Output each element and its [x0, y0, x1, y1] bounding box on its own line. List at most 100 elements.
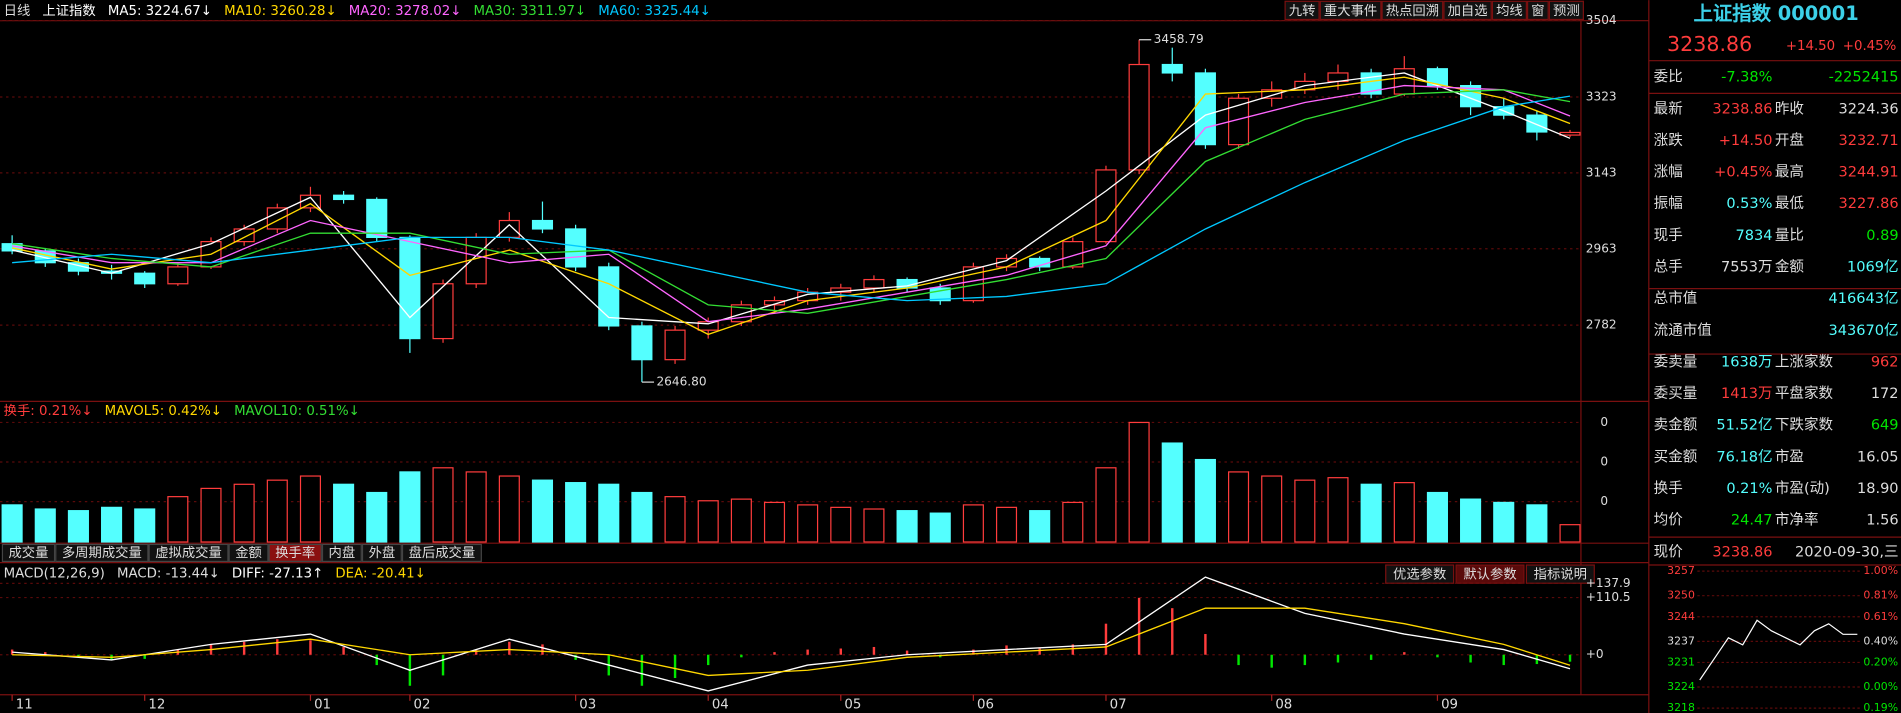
- toolbar-button[interactable]: [1443, 0, 1492, 21]
- panel-cell: 1638万: [1721, 354, 1773, 370]
- panel-cell: 涨幅: [1654, 164, 1683, 181]
- volume-bar: [498, 475, 520, 543]
- toolbar-button[interactable]: [1526, 0, 1549, 21]
- tab-label[interactable]: 成交量: [8, 544, 48, 561]
- volume-bar: [101, 506, 123, 543]
- toolbar-button[interactable]: [1491, 0, 1527, 21]
- toolbar-button-label[interactable]: 重大事件: [1324, 3, 1377, 19]
- panel-cell: 172: [1871, 386, 1899, 402]
- tab-label[interactable]: 金额: [235, 545, 262, 561]
- panel-cell: 3244.91: [1838, 165, 1898, 181]
- toolbar-button-label[interactable]: 热点回溯: [1386, 3, 1439, 19]
- volume-bar: [896, 510, 918, 543]
- panel-cell: 最新: [1654, 100, 1683, 117]
- toolbar-button-label[interactable]: 均线: [1496, 3, 1523, 19]
- candle-body: [1559, 131, 1581, 136]
- panel-cell: 3227.86: [1838, 196, 1898, 212]
- candle-body: [432, 283, 454, 340]
- y-tick-label: 2782: [1586, 318, 1617, 332]
- candle-body: [565, 228, 587, 268]
- toolbar-button[interactable]: [1284, 0, 1320, 21]
- legend-item: MA5: 3224.67↓: [108, 4, 212, 19]
- legend-item: MA10: 3260.28↓: [224, 4, 337, 19]
- candle-body: [664, 329, 686, 361]
- volume-bar: [531, 479, 554, 543]
- candle-body: [763, 300, 786, 306]
- legend-item: MAVOL10: 0.51%↓: [234, 404, 360, 419]
- panel-cell: 流通市值: [1654, 322, 1712, 339]
- x-tick-label: 06: [977, 697, 994, 712]
- tab[interactable]: [268, 543, 322, 562]
- annotation: 3458.79: [1154, 32, 1204, 46]
- tab[interactable]: [401, 543, 482, 562]
- mini-y-label: 3224: [1667, 680, 1695, 693]
- panel-cell: 3224.36: [1838, 101, 1898, 117]
- x-tick-label: 01: [314, 697, 331, 712]
- panel-cell: 76.18亿: [1716, 448, 1772, 465]
- tab[interactable]: [148, 543, 229, 562]
- panel-cell: 开盘: [1775, 131, 1804, 149]
- indicator-button[interactable]: [1455, 564, 1525, 584]
- candle-body: [366, 198, 388, 239]
- indicator-button-label[interactable]: 指标说明: [1534, 567, 1587, 583]
- annotation: 2646.80: [656, 375, 706, 389]
- candle-body: [1128, 63, 1150, 171]
- volume-bar: [1029, 510, 1051, 543]
- indicator-button-label[interactable]: 优选参数: [1393, 566, 1446, 583]
- tab-label[interactable]: 虚拟成交量: [155, 544, 222, 561]
- toolbar-button[interactable]: [1319, 0, 1382, 21]
- tab[interactable]: [321, 543, 362, 562]
- tab[interactable]: [1, 543, 56, 562]
- volume-bar: [366, 491, 388, 543]
- y-tick-label: 2963: [1586, 241, 1617, 255]
- volume-bar: [34, 508, 56, 543]
- toolbar-button-label[interactable]: 九转: [1289, 3, 1316, 19]
- volume-bar: [1062, 501, 1084, 543]
- mini-y-label: 3218: [1667, 701, 1695, 713]
- volume-bar: [730, 498, 752, 543]
- volume-bar: [167, 496, 189, 543]
- y-tick-label: 0: [1600, 415, 1608, 429]
- panel-cell: 416643亿: [1829, 290, 1899, 307]
- panel-cell: 3238.86: [1712, 544, 1772, 560]
- volume-bar: [1526, 504, 1548, 543]
- volume-bar: [664, 496, 686, 543]
- panel-cell: 16.05: [1857, 449, 1899, 465]
- panel-cell: 委卖量: [1654, 353, 1698, 370]
- panel-cell: 委比: [1654, 69, 1683, 86]
- toolbar-button[interactable]: [1381, 0, 1444, 21]
- toolbar-button-label[interactable]: 加自选: [1448, 3, 1488, 19]
- panel-cell: 0.89: [1866, 228, 1898, 244]
- tab[interactable]: [55, 543, 149, 562]
- panel-cell: 下跌家数: [1775, 417, 1834, 434]
- panel-cell: 649: [1871, 418, 1899, 434]
- candle-body: [1194, 72, 1216, 146]
- tab-label[interactable]: 盘后成交量: [409, 544, 476, 561]
- volume-bar: [1460, 498, 1482, 543]
- panel-cell: 均价: [1654, 512, 1684, 529]
- volume-bar: [1327, 477, 1349, 543]
- tab[interactable]: [228, 543, 269, 562]
- tab-label[interactable]: 多周期成交量: [62, 544, 142, 561]
- toolbar-button[interactable]: [1548, 0, 1584, 21]
- panel-cell: 金额: [1775, 259, 1805, 276]
- volume-bar: [797, 504, 819, 543]
- x-tick-label: 08: [1275, 697, 1292, 712]
- candle-body: [1161, 63, 1183, 74]
- toolbar-button-label[interactable]: 窗: [1531, 2, 1544, 19]
- tab[interactable]: [361, 543, 402, 562]
- volume-bar: [830, 506, 852, 543]
- tab-label[interactable]: 内盘: [329, 544, 356, 561]
- panel-cell: +14.50: [1719, 133, 1773, 149]
- mini-pct-label: 0.19%: [1863, 701, 1898, 713]
- volume-bar: [565, 482, 587, 543]
- tab-label[interactable]: 外盘: [369, 544, 396, 561]
- x-tick-label: 09: [1441, 697, 1458, 712]
- toolbar-button-label[interactable]: 预测: [1553, 3, 1580, 19]
- indicator-button-label[interactable]: 默认参数: [1463, 566, 1516, 583]
- tab-label[interactable]: 换手率: [275, 544, 315, 561]
- diff-line: [12, 576, 1571, 692]
- panel-cell: 振幅: [1654, 195, 1683, 212]
